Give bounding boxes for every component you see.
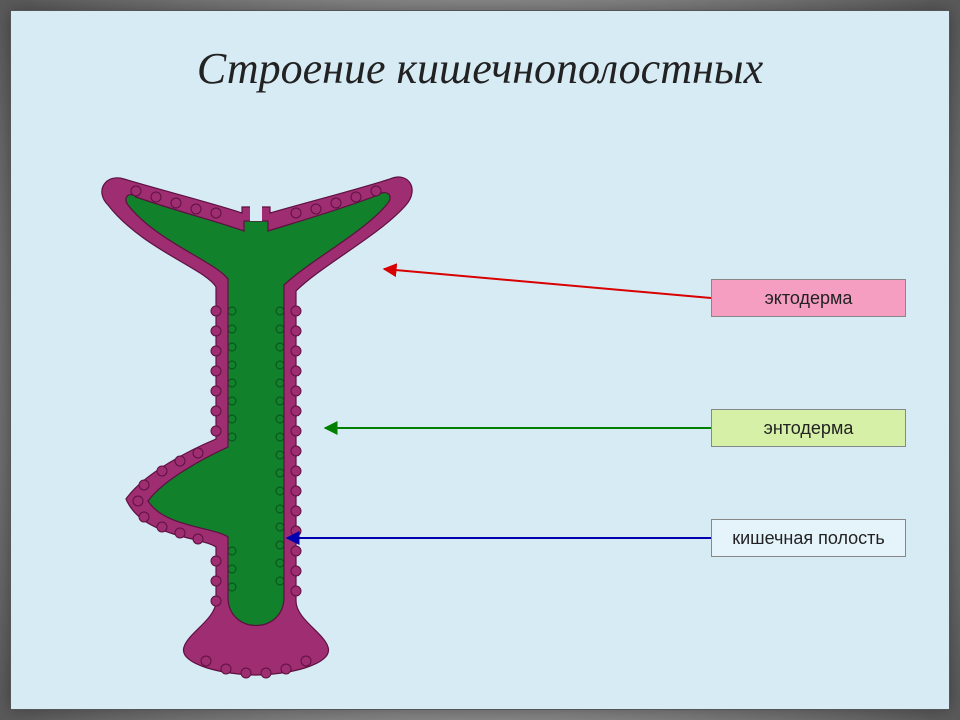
hydra-diagram [66,161,446,681]
endoderm-layer [126,193,390,626]
label-ectoderm: эктодерма [711,279,906,317]
mouth-opening [250,205,262,221]
label-ectoderm-text: эктодерма [765,288,853,309]
slide-title: Строение кишечнополостных [11,43,949,94]
label-gastric-cavity-text: кишечная полость [732,528,885,549]
label-endoderm-text: энтодерма [764,418,854,439]
label-endoderm: энтодерма [711,409,906,447]
slide: Строение кишечнополостных [10,10,950,710]
frame-background: Строение кишечнополостных [0,0,960,720]
label-gastric-cavity: кишечная полость [711,519,906,557]
